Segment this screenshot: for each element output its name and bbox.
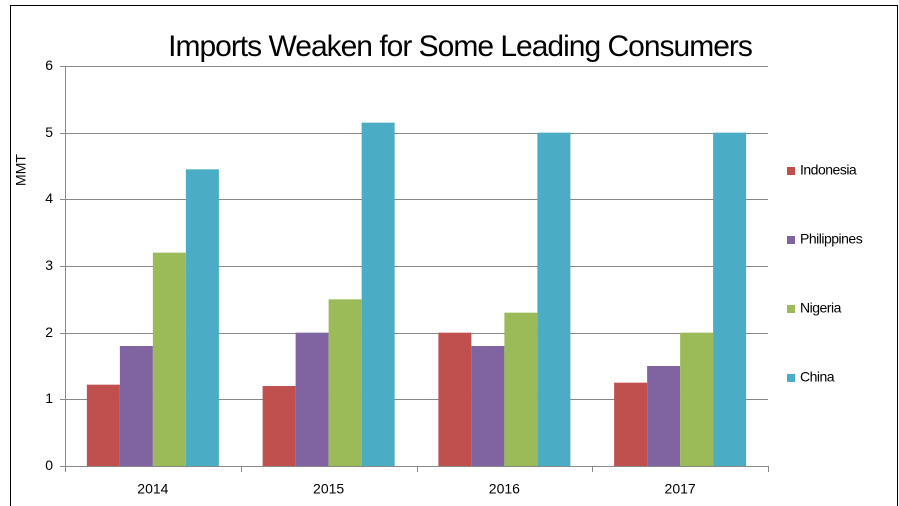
bar (152, 252, 186, 466)
legend-swatch (787, 374, 795, 382)
y-axis-label: MMT (13, 154, 29, 186)
bar (86, 384, 120, 466)
y-tick-label: 5 (45, 124, 53, 140)
y-tick-label: 1 (45, 390, 53, 406)
x-tick-label: 2015 (313, 481, 344, 497)
bar (262, 386, 296, 466)
bar (713, 132, 747, 466)
bar (295, 332, 329, 466)
bar (328, 299, 362, 466)
legend-label: China (800, 369, 835, 385)
legend-label: Nigeria (800, 300, 842, 316)
x-tick-label: 2014 (137, 481, 168, 497)
bar (438, 332, 472, 466)
bar (537, 132, 571, 466)
y-tick-label: 3 (45, 257, 53, 273)
x-tick-label: 2017 (665, 481, 696, 497)
bar (361, 122, 395, 467)
chart-title: Imports Weaken for Some Leading Consumer… (168, 30, 752, 63)
legend-swatch (787, 305, 795, 313)
legend-swatch (787, 236, 795, 244)
bar (614, 382, 648, 466)
legend-swatch (787, 167, 795, 175)
bar (647, 366, 681, 466)
y-tick-label: 0 (45, 457, 53, 473)
y-tick-label: 4 (45, 190, 53, 206)
bar (119, 346, 153, 466)
y-tick-label: 6 (45, 57, 53, 73)
legend-label: Philippines (800, 231, 863, 247)
x-tick-label: 2016 (489, 481, 520, 497)
legend-label: Indonesia (800, 162, 857, 178)
bar (185, 169, 219, 467)
bar (471, 346, 505, 466)
bar (680, 332, 714, 466)
y-tick-label: 2 (45, 324, 53, 340)
bar (504, 312, 538, 466)
